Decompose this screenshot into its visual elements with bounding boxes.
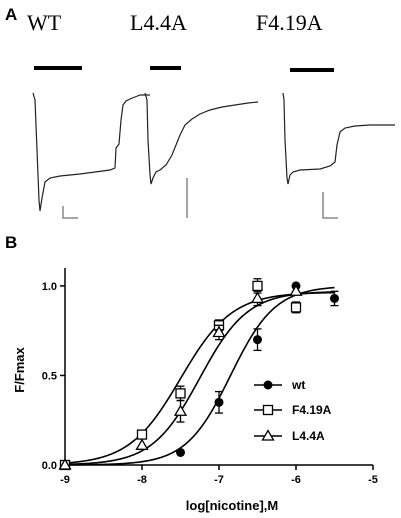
f4-19a-scale-bar bbox=[322, 192, 338, 219]
legend-label-f4-19a: F4.19A bbox=[292, 403, 332, 417]
data-points bbox=[58, 278, 339, 471]
legend-marker-f4-19a bbox=[262, 404, 274, 416]
data-point-wt bbox=[330, 293, 339, 303]
data-point-wt bbox=[176, 447, 185, 457]
data-point-f4-19a bbox=[175, 388, 186, 399]
x-tick-label: -8 bbox=[137, 474, 147, 486]
data-point-l4-4a bbox=[289, 284, 303, 296]
y-tick-label: 0.5 bbox=[42, 370, 57, 382]
y-tick-label: 1.0 bbox=[42, 281, 57, 293]
data-point-l4-4a bbox=[250, 291, 265, 304]
wt-current-trace bbox=[32, 92, 150, 212]
data-point-wt bbox=[214, 397, 224, 407]
y-tick-label: 0.0 bbox=[42, 460, 57, 472]
legend-marker-wt bbox=[263, 380, 273, 390]
data-point-l4-4a bbox=[173, 404, 188, 416]
legend-label-wt: wt bbox=[291, 378, 305, 392]
data-point-l4-4a bbox=[212, 325, 226, 338]
legend: wt F4.19A L4.4A bbox=[254, 378, 332, 443]
x-tick-label: -5 bbox=[368, 474, 378, 486]
legend-label-l4-4a: L4.4A bbox=[292, 429, 325, 443]
fit-curves bbox=[64, 286, 335, 466]
trace-label-f4-19a: F4.19A bbox=[256, 10, 323, 35]
x-axis-label: log[nicotine],M bbox=[186, 498, 278, 513]
fit-curve-l4-4a bbox=[64, 291, 335, 466]
data-point-l4-4a bbox=[58, 458, 72, 470]
l4-4a-current-trace bbox=[144, 92, 259, 185]
wt-scale-bar bbox=[62, 206, 78, 219]
chart-axes: -9 -8 -7 -6 -5 0.0 0.5 1.0 bbox=[42, 268, 378, 486]
f4-19a-current-trace bbox=[282, 92, 395, 185]
fit-curve-wt bbox=[65, 286, 335, 466]
y-axis-label: F/Fmax bbox=[12, 346, 27, 392]
data-point-f4-19a bbox=[136, 429, 148, 440]
panel-a-label: A bbox=[5, 5, 17, 24]
panel-b-label: B bbox=[5, 233, 17, 252]
data-point-f4-19a bbox=[290, 302, 302, 313]
x-tick-label: -9 bbox=[60, 474, 70, 486]
data-point-f4-19a bbox=[252, 280, 263, 292]
trace-label-wt: WT bbox=[27, 10, 62, 35]
trace-label-l4-4a: L4.4A bbox=[130, 10, 187, 35]
x-tick-label: -6 bbox=[291, 474, 301, 486]
x-tick-label: -7 bbox=[214, 474, 224, 486]
data-point-wt bbox=[253, 335, 262, 345]
legend-marker-l4-4a bbox=[261, 429, 275, 441]
data-point-l4-4a bbox=[135, 438, 149, 450]
